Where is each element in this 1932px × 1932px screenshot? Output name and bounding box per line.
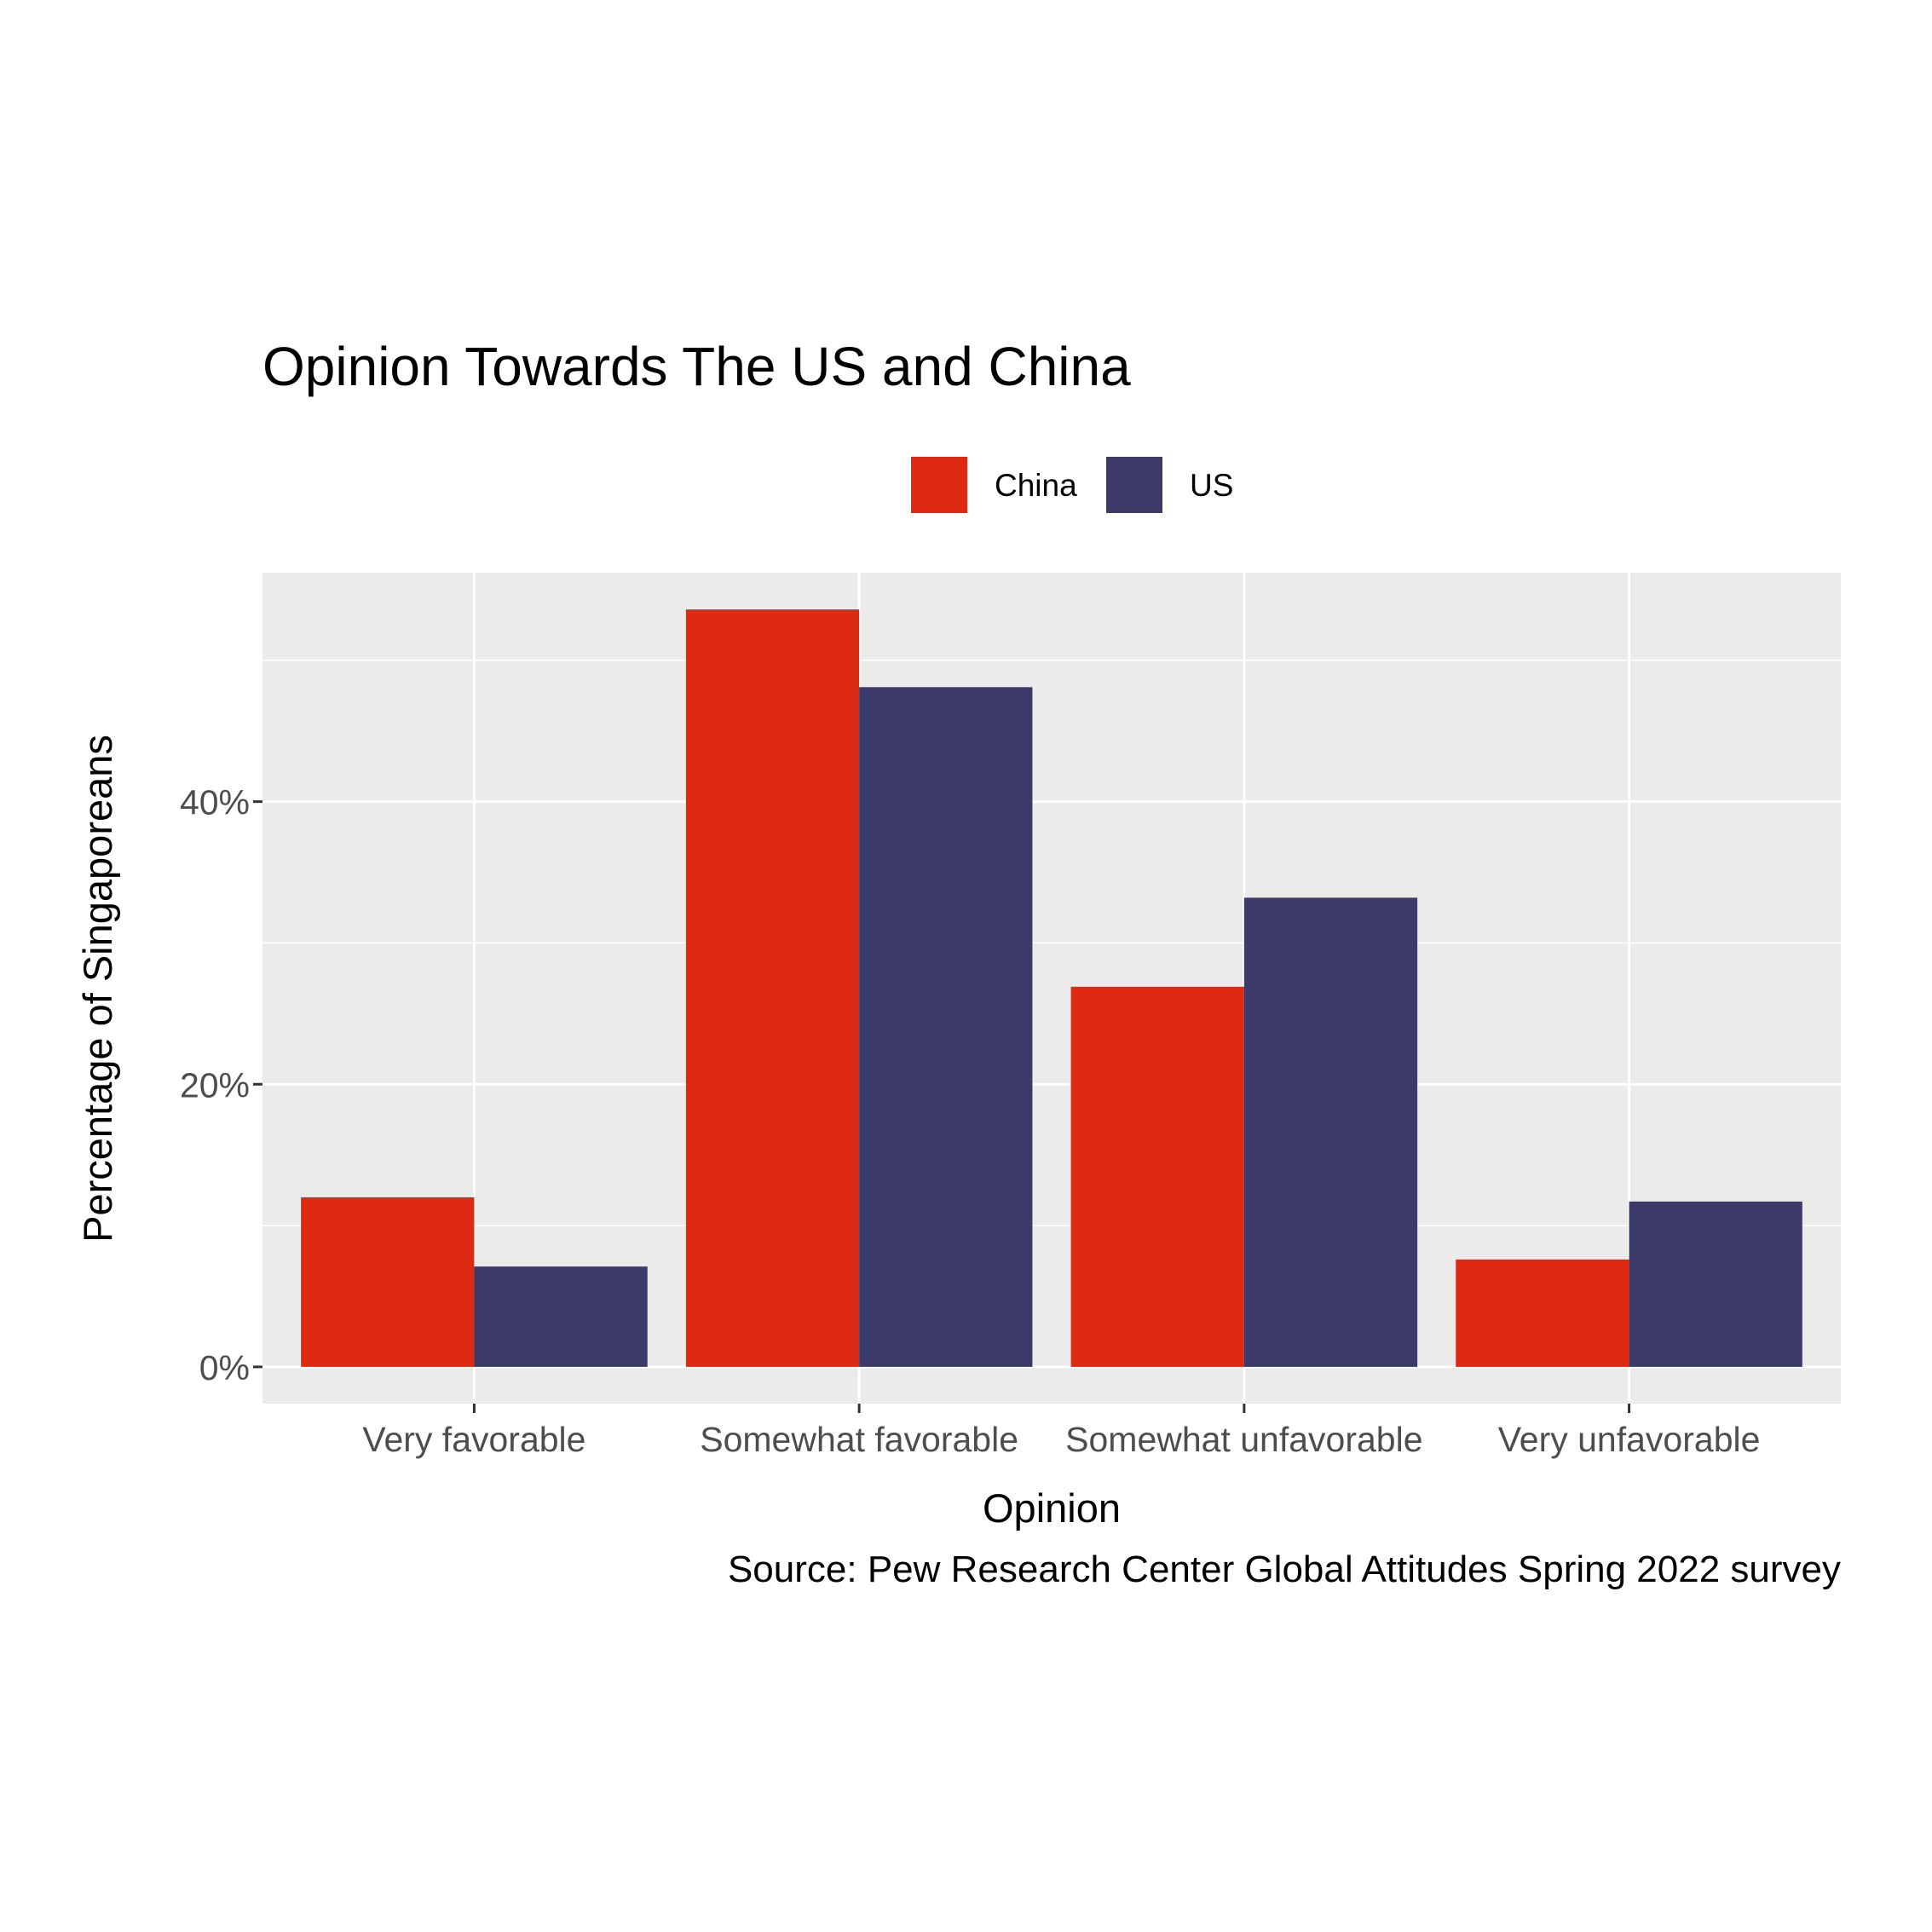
chart-title: Opinion Towards The US and China (262, 336, 1131, 397)
bars (301, 609, 1802, 1367)
legend-swatch-china (911, 457, 967, 513)
y-tick-label: 40% (180, 783, 250, 822)
legend-label-china: China (995, 468, 1077, 503)
x-tick-label: Very unfavorable (1498, 1420, 1761, 1459)
legend-swatch-us (1106, 457, 1162, 513)
bar-us-very-unfavorable (1629, 1201, 1802, 1367)
source-caption: Source: Pew Research Center Global Attit… (728, 1548, 1841, 1590)
x-axis-title: Opinion (983, 1485, 1121, 1531)
legend: China US (911, 457, 1233, 513)
bar-us-somewhat-unfavorable (1243, 897, 1418, 1367)
bar-us-somewhat-favorable (859, 687, 1033, 1367)
x-tick-label: Somewhat favorable (700, 1420, 1018, 1459)
bar-china-very-favorable (301, 1197, 475, 1367)
bar-china-somewhat-unfavorable (1070, 986, 1244, 1367)
x-tick-label: Somewhat unfavorable (1065, 1420, 1422, 1459)
bar-china-somewhat-favorable (685, 609, 860, 1367)
y-tick-label: 0% (199, 1348, 250, 1387)
y-axis-title: Percentage of Singaporeans (75, 735, 120, 1243)
bar-us-very-favorable (474, 1266, 648, 1367)
axes: 0% 20% 40% Very favorable Somewhat favorable… (180, 783, 1760, 1459)
legend-label-us: US (1190, 468, 1233, 503)
y-tick-label: 20% (180, 1065, 250, 1104)
x-tick-label: Very favorable (362, 1420, 585, 1459)
bar-china-very-unfavorable (1456, 1259, 1629, 1367)
